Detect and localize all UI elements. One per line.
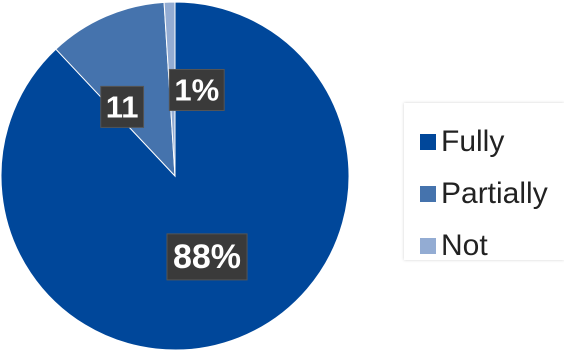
data-label-text-partially: 11 [106, 89, 139, 124]
data-label-box-not [168, 68, 225, 111]
data-label-box-partially [100, 85, 145, 128]
legend-item-not: Not [420, 220, 564, 272]
data-label-fully: 88% [166, 233, 248, 281]
data-label-text-not: 1% [174, 72, 219, 107]
legend-item-partially: Partially [420, 168, 564, 220]
data-label-box-fully [166, 233, 248, 281]
pie-data-labels: 88% 11 1% [100, 68, 248, 281]
data-label-not: 1% [168, 68, 225, 111]
data-label-partially: 11 [100, 85, 145, 128]
data-label-text-fully: 88% [173, 238, 241, 276]
pie-slices [0, 1, 350, 351]
legend-swatch-partially [420, 186, 436, 202]
legend-swatch-not [420, 238, 436, 254]
legend-item-fully: Fully [420, 116, 564, 168]
legend: Fully Partially Not [404, 103, 564, 261]
legend-swatch-fully [420, 134, 436, 150]
legend-label-fully: Fully [441, 125, 505, 158]
legend-label-partially: Partially [441, 177, 548, 210]
legend-label-not: Not [441, 229, 488, 262]
